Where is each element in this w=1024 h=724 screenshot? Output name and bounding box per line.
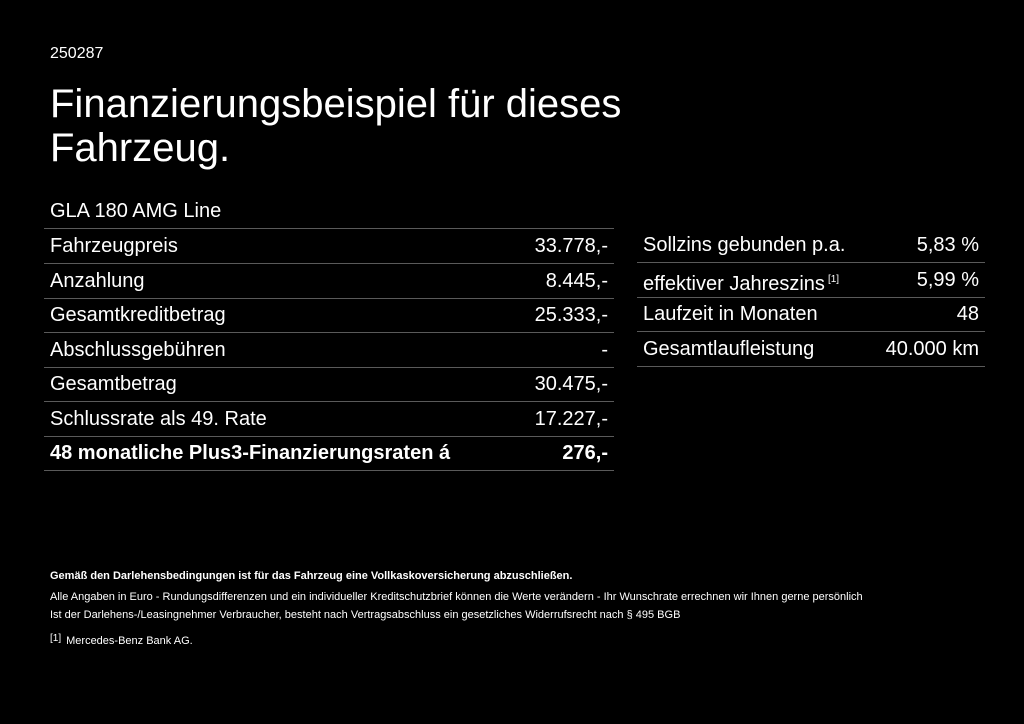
table-row: Abschlussgebühren - <box>44 333 614 368</box>
table-row: Sollzins gebunden p.a. 5,83 % <box>637 228 985 263</box>
row-value: 17.227,- <box>534 407 608 430</box>
model: GLA 180 AMG Line <box>50 200 222 222</box>
row-label: Schlussrate als 49. Rate <box>50 407 267 430</box>
footnote: [1] Mercedes-Benz Bank AG. <box>50 633 193 647</box>
title-line: Fahrzeug. <box>50 126 231 170</box>
note: Gemäß den Darlehensbedingungen ist für d… <box>50 570 573 582</box>
table-row: Fahrzeugpreis 33.778,- <box>44 229 614 264</box>
note: Ist der Darlehens-/Leasingnehmer Verbrau… <box>50 609 681 621</box>
row-label: Anzahlung <box>50 269 145 292</box>
row-label: 48 monatliche Plus3-Finanzierungsraten á <box>50 442 451 464</box>
row-value: - <box>601 338 608 361</box>
title: Finanzierungsbeispiel für dieses Fahrzeu… <box>50 82 621 170</box>
left-table: Fahrzeugpreis 33.778,- Anzahlung 8.445,- Ges… <box>44 228 614 472</box>
right-table: Sollzins gebunden p.a. 5,83 % effektiver J… <box>637 228 985 367</box>
row-value: 40.000 km <box>885 337 979 360</box>
row-value: 48 <box>956 303 979 325</box>
row-value: 5,99 % <box>916 268 979 291</box>
row-label: Sollzins gebunden p.a. <box>643 234 846 256</box>
table-row: Gesamtkreditbetrag 25.333,- <box>44 298 614 333</box>
footnote-ref: [1] <box>827 273 840 285</box>
row-label: effektiver Jahreszins [1] <box>643 272 840 295</box>
footnote-mark: [1] <box>50 633 62 644</box>
table-row: Anzahlung 8.445,- <box>44 264 614 299</box>
row-value: 276,- <box>562 442 608 464</box>
row-value: 8.445,- <box>545 269 608 292</box>
row-value: 30.475,- <box>534 373 608 395</box>
title-line: Finanzierungsbeispiel für dieses <box>50 82 622 126</box>
row-value: 25.333,- <box>534 304 608 326</box>
table-row: Schlussrate als 49. Rate 17.227,- <box>44 402 614 437</box>
table-row: effektiver Jahreszins [1] 5,99 % <box>637 263 985 298</box>
row-label: Laufzeit in Monaten <box>643 303 818 325</box>
table-row: Gesamtbetrag 30.475,- <box>44 367 614 402</box>
row-value: 33.778,- <box>534 235 608 257</box>
row-label: Gesamtbetrag <box>50 373 177 395</box>
table-row: Laufzeit in Monaten 48 <box>637 297 985 332</box>
table-row: 48 monatliche Plus3-Finanzierungsraten á… <box>44 436 614 471</box>
row-label: Fahrzeugpreis <box>50 235 178 257</box>
row-label: Abschlussgebühren <box>50 338 226 361</box>
row-label: Gesamtlaufleistung <box>643 337 815 360</box>
footnote-text: Mercedes-Benz Bank AG. <box>66 635 193 647</box>
row-label: Gesamtkreditbetrag <box>50 304 226 326</box>
document-id: 250287 <box>50 45 104 62</box>
table-row: Gesamtlaufleistung 40.000 km <box>637 332 985 367</box>
row-value: 5,83 % <box>916 234 979 256</box>
note: Alle Angaben in Euro - Rundungsdifferenz… <box>50 591 863 603</box>
